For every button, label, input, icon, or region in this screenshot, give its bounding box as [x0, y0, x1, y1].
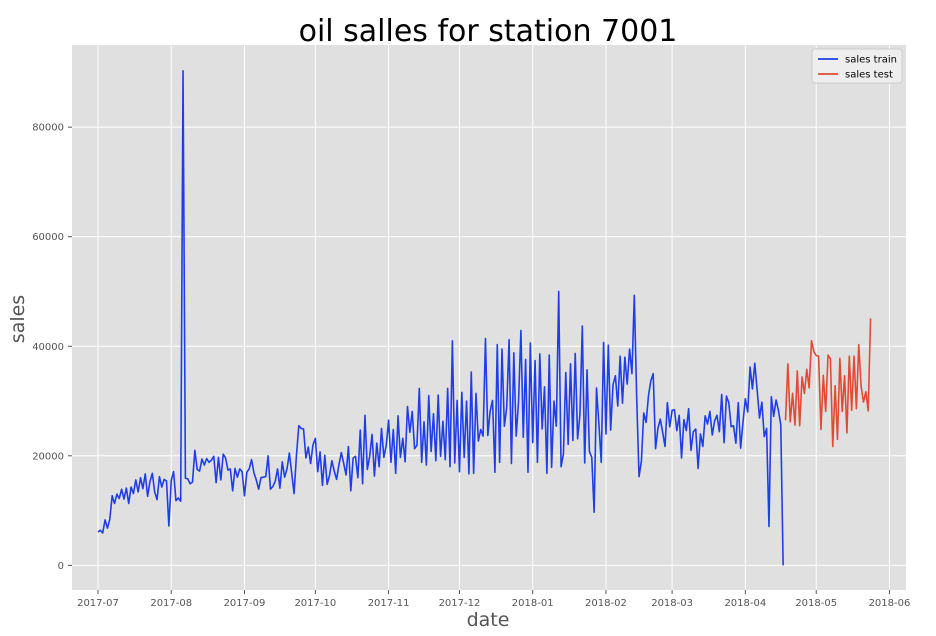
grid-lines — [72, 45, 906, 590]
y-tick-label: 60000 — [32, 232, 64, 243]
x-tick-label: 2018-01 — [512, 598, 554, 609]
series-line-sales-test — [784, 318, 872, 448]
legend-label: sales test — [845, 70, 893, 81]
x-tick-label: 2018-05 — [795, 598, 837, 609]
y-tick-label: 0 — [58, 561, 64, 572]
legend: sales train sales test — [811, 48, 903, 84]
legend-label: sales train — [845, 55, 897, 66]
x-tick-label: 2018-03 — [651, 598, 693, 609]
y-tick-label: 20000 — [32, 451, 64, 462]
x-tick-label: 2017-11 — [368, 598, 410, 609]
y-axis-label: sales — [7, 295, 29, 343]
x-tick-label: 2018-06 — [869, 598, 911, 609]
x-tick-label: 2017-12 — [439, 598, 481, 609]
series-line-sales-train — [97, 69, 784, 566]
series-lines — [97, 69, 872, 566]
x-tick-label: 2017-08 — [150, 598, 192, 609]
x-tick-label: 2017-10 — [294, 598, 336, 609]
axis-ticks: 2017-07 2017-08 2017-09 2017-10 2017-11 2017-… — [32, 123, 910, 609]
x-tick-label: 2017-07 — [77, 598, 119, 609]
x-tick-label: 2018-04 — [724, 598, 766, 609]
x-tick-label: 2018-02 — [585, 598, 627, 609]
plot-area — [72, 45, 906, 590]
x-tick-label: 2017-09 — [224, 598, 266, 609]
x-axis-label: date — [467, 609, 510, 631]
chart-title: oil salles for station 7001 — [299, 14, 678, 49]
y-tick-label: 40000 — [32, 342, 64, 353]
y-tick-label: 80000 — [32, 123, 64, 134]
